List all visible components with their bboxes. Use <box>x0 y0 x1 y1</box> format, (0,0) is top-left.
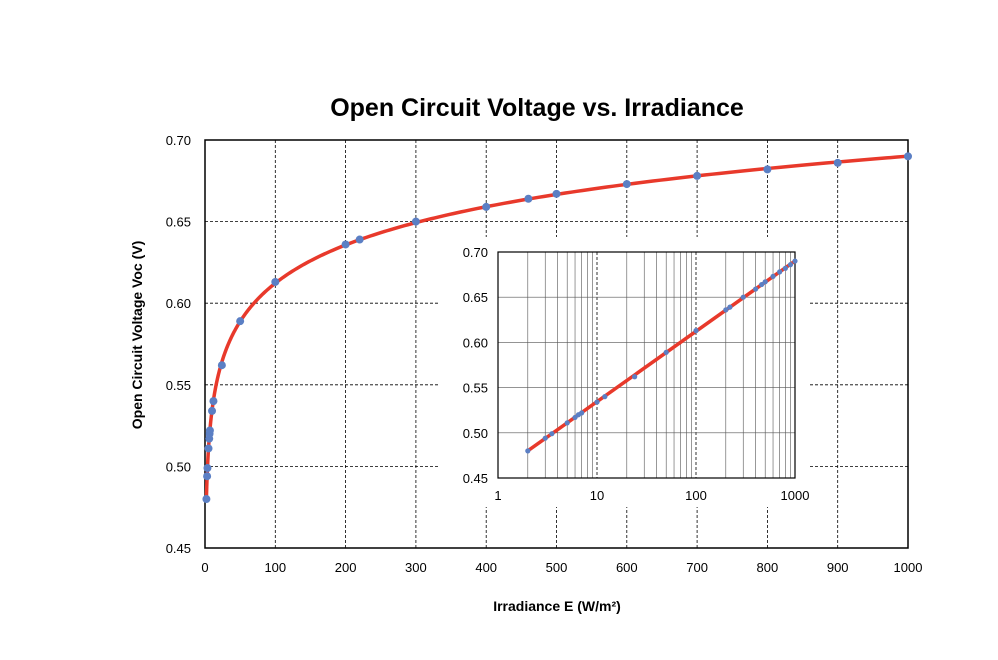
y-tick-label: 0.65 <box>166 215 191 230</box>
inset-data-point <box>782 265 789 271</box>
inset-x-tick-label: 100 <box>685 488 707 503</box>
data-point <box>524 194 533 203</box>
x-tick-label: 800 <box>757 560 779 575</box>
inset-y-tick-label: 0.60 <box>463 335 488 350</box>
inset-data-point <box>602 394 608 400</box>
data-point <box>341 240 350 249</box>
y-tick-label: 0.55 <box>166 378 191 393</box>
inset-data-point <box>542 435 548 441</box>
inset-data-point <box>663 349 669 355</box>
inset-data-point <box>753 286 759 292</box>
data-point <box>205 426 214 435</box>
inset-frame <box>497 251 796 479</box>
x-axis-label: Irradiance E (W/m²) <box>493 598 621 614</box>
data-point <box>622 180 631 189</box>
x-tick-label: 400 <box>475 560 497 575</box>
inset-y-tick-label: 0.55 <box>463 381 488 396</box>
x-tick-label: 1000 <box>894 560 923 575</box>
data-point <box>482 202 491 211</box>
inset-y-tick-label: 0.45 <box>463 471 488 486</box>
y-tick-label: 0.50 <box>166 459 191 474</box>
inset-data-point <box>579 410 585 416</box>
plot-frame <box>204 139 909 549</box>
inset-data-point <box>770 273 776 280</box>
data-point <box>203 472 212 481</box>
x-tick-label: 300 <box>405 560 427 575</box>
inset-data-point <box>723 307 729 313</box>
inset-data-point <box>759 281 765 288</box>
y-tick-label: 0.70 <box>166 133 191 148</box>
data-point <box>833 158 842 167</box>
inset-data-point <box>762 279 768 285</box>
y-axis-label: Open Circuit Voltage Voc (V) <box>129 241 145 430</box>
inset-y-tick-label: 0.70 <box>463 245 488 260</box>
data-point <box>355 235 364 244</box>
chart-title: Open Circuit Voltage vs. Irradiance <box>330 94 744 122</box>
y-tick-label: 0.45 <box>166 541 191 556</box>
y-tick-label: 0.60 <box>166 296 191 311</box>
x-tick-label: 900 <box>827 560 849 575</box>
data-point <box>271 277 280 286</box>
inset-data-point <box>594 399 600 405</box>
inset-data-point <box>792 258 798 264</box>
data-point <box>236 317 245 326</box>
data-point <box>204 444 213 453</box>
inset-background <box>440 237 810 507</box>
inset-data-point <box>787 262 794 268</box>
data-point <box>411 217 420 226</box>
data-point <box>209 397 218 406</box>
data-point <box>904 152 912 161</box>
data-point <box>203 464 212 473</box>
inset-data-point <box>564 420 570 426</box>
inset-data-point <box>632 374 638 380</box>
inset-fit-line <box>526 259 797 453</box>
inset-data-point <box>740 294 746 300</box>
x-tick-label: 700 <box>686 560 708 575</box>
data-point <box>202 495 211 504</box>
data-point <box>208 406 217 415</box>
data-point <box>763 165 772 174</box>
inset-data-point <box>777 269 783 275</box>
inset-data-point <box>693 328 699 334</box>
inset-data-point <box>549 431 555 437</box>
x-tick-label: 0 <box>201 560 208 575</box>
inset-x-tick-label: 10 <box>590 488 604 503</box>
data-point <box>217 361 226 370</box>
inset-data-point <box>727 304 733 310</box>
inset-y-tick-label: 0.65 <box>463 290 488 305</box>
x-tick-label: 200 <box>335 560 357 575</box>
inset-x-tick-label: 1000 <box>781 488 810 503</box>
x-tick-label: 100 <box>264 560 286 575</box>
inset-x-tick-label: 1 <box>494 488 501 503</box>
x-tick-label: 600 <box>616 560 638 575</box>
data-point <box>693 171 702 180</box>
inset-y-tick-label: 0.50 <box>463 426 488 441</box>
inset-data-point <box>525 448 531 454</box>
data-point <box>552 189 561 198</box>
x-tick-label: 500 <box>546 560 568 575</box>
